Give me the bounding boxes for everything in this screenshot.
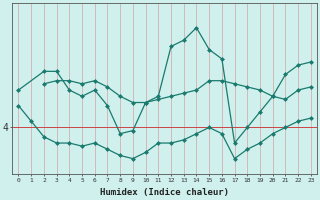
X-axis label: Humidex (Indice chaleur): Humidex (Indice chaleur) [100, 188, 229, 197]
